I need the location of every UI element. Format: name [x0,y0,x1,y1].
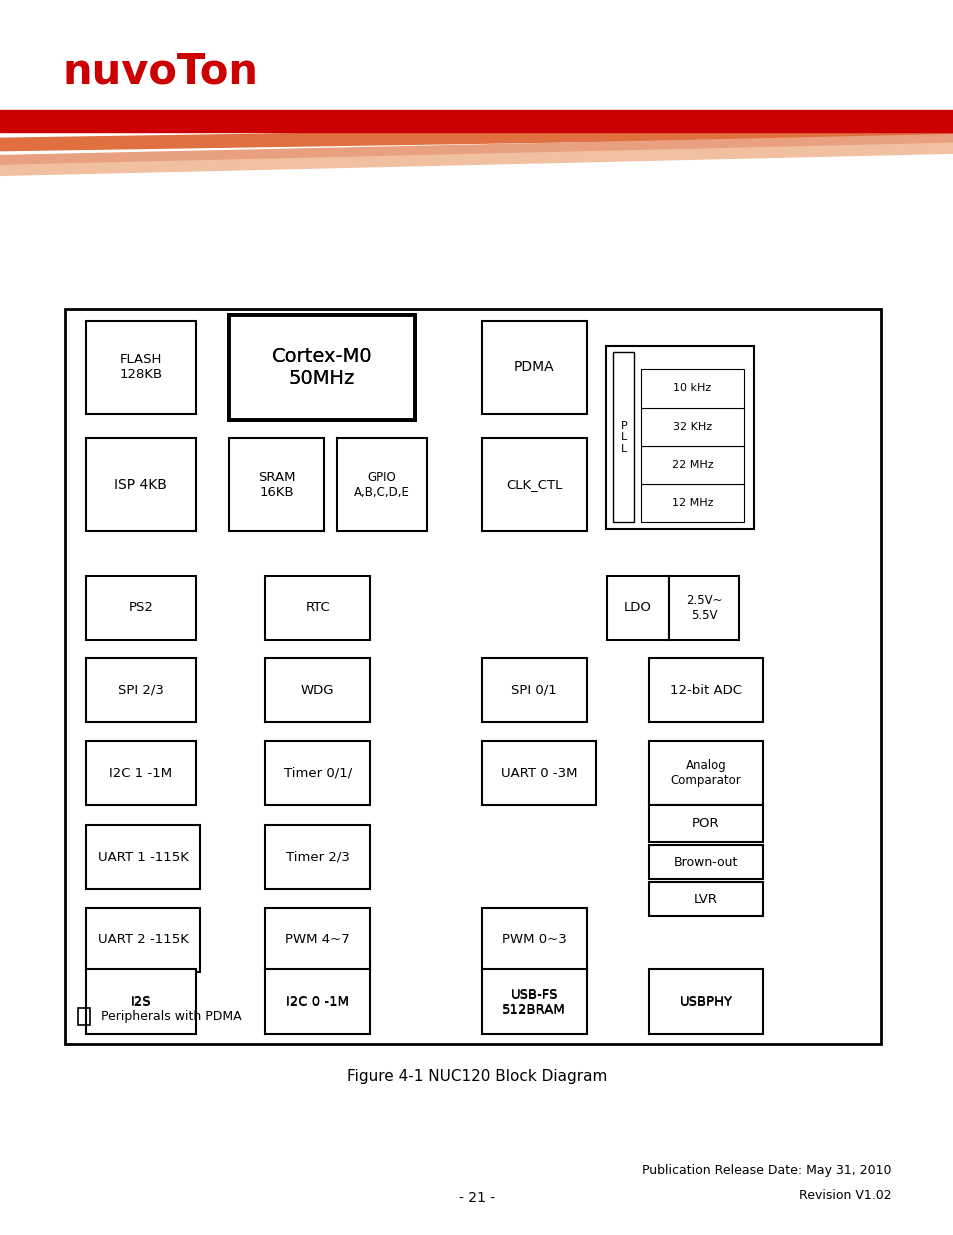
Bar [265,741,370,805]
Text: - 21 -: - 21 - [458,1191,495,1205]
Polygon shape [0,143,953,175]
Text: Figure 4-1 NUC120 Block Diagram: Figure 4-1 NUC120 Block Diagram [347,1070,606,1084]
Bar [265,658,370,722]
Bar [613,352,634,522]
Text: SPI 0/1: SPI 0/1 [511,684,557,697]
Text: Cortex-M0
50MHz: Cortex-M0 50MHz [272,347,372,388]
Text: RTC: RTC [305,601,330,614]
Bar [640,446,743,484]
Bar [86,576,195,640]
Text: POR: POR [692,818,719,830]
Bar [265,908,370,972]
Bar [336,438,427,531]
Text: 2.5V~
5.5V: 2.5V~ 5.5V [685,594,721,621]
Text: 10 kHz: 10 kHz [673,383,711,394]
Text: WDG: WDG [300,684,335,697]
Text: nuvoTon: nuvoTon [62,51,257,93]
Text: Cortex-M0
50MHz: Cortex-M0 50MHz [272,347,372,388]
Bar [86,321,195,414]
Text: PS2: PS2 [128,601,153,614]
Bar [640,408,743,446]
Bar [481,908,586,972]
Text: Brown-out: Brown-out [673,856,738,868]
Bar [648,882,762,916]
Bar [78,1008,90,1025]
Text: Timer 0/1/: Timer 0/1/ [283,767,352,779]
Text: FLASH
128KB: FLASH 128KB [119,353,162,382]
Text: 32 KHz: 32 KHz [672,421,712,432]
Text: USB-FS
512BRAM: USB-FS 512BRAM [502,989,565,1016]
Bar [86,658,195,722]
Bar [640,484,743,522]
Text: LVR: LVR [693,893,718,905]
Text: CLK_CTL: CLK_CTL [505,478,562,492]
Bar [265,576,370,640]
Text: Revision V1.02: Revision V1.02 [799,1189,891,1202]
Bar [481,321,586,414]
Text: PWM 4~7: PWM 4~7 [285,934,350,946]
Bar [648,969,762,1034]
Text: I2S: I2S [131,995,151,1008]
Text: USBPHY: USBPHY [679,995,732,1008]
Bar [481,741,596,805]
Bar [648,805,762,842]
Text: USB-FS
512BRAM: USB-FS 512BRAM [502,988,565,1015]
Bar [265,825,370,889]
Bar [648,845,762,879]
Polygon shape [0,124,953,151]
Text: I2S: I2S [131,997,151,1009]
Bar [86,741,195,805]
Bar [605,346,753,529]
Text: LDO: LDO [623,601,651,614]
Bar [606,576,668,640]
Text: UART 2 -115K: UART 2 -115K [97,934,189,946]
Bar [481,658,586,722]
Text: SRAM
16KB: SRAM 16KB [257,471,295,499]
Text: SPI 2/3: SPI 2/3 [117,684,164,697]
Text: PDMA: PDMA [514,361,554,374]
Text: 12 MHz: 12 MHz [671,498,713,509]
Text: 22 MHz: 22 MHz [671,459,713,471]
Bar [229,315,415,420]
Text: I2C 0 -1M: I2C 0 -1M [286,997,349,1009]
Bar [86,438,195,531]
Bar [648,658,762,722]
Text: I2C 1 -1M: I2C 1 -1M [109,767,172,779]
Bar [229,438,324,531]
Bar [668,576,739,640]
Text: Publication Release Date: May 31, 2010: Publication Release Date: May 31, 2010 [641,1165,891,1177]
Text: UART 0 -3M: UART 0 -3M [500,767,577,779]
Text: Peripherals with PDMA: Peripherals with PDMA [101,1010,241,1023]
Bar [65,309,880,1044]
Text: UART 1 -115K: UART 1 -115K [97,851,189,863]
Bar [0,110,953,132]
Bar [481,438,586,531]
Text: I2C 0 -1M: I2C 0 -1M [286,995,349,1008]
Bar [86,969,195,1034]
Bar [86,825,200,889]
Bar [648,741,762,805]
Text: Timer 2/3: Timer 2/3 [286,851,349,863]
Bar [640,369,743,408]
Text: Analog
Comparator: Analog Comparator [670,760,740,787]
Text: GPIO
A,B,C,D,E: GPIO A,B,C,D,E [354,471,410,499]
Text: 12-bit ADC: 12-bit ADC [669,684,741,697]
Text: USBPHY: USBPHY [679,997,732,1009]
Bar [265,969,370,1034]
Bar [229,315,415,420]
Bar [86,908,200,972]
Text: ISP 4KB: ISP 4KB [114,478,167,492]
Text: P
L
L: P L L [619,421,627,453]
Text: PWM 0~3: PWM 0~3 [501,934,566,946]
Polygon shape [0,135,953,167]
Bar [481,969,586,1034]
